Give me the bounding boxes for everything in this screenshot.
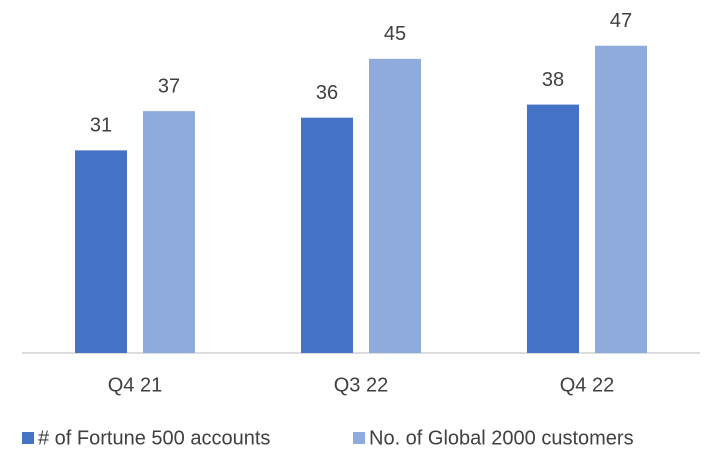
x-tick-label: Q4 21: [108, 374, 162, 396]
bar: [527, 104, 579, 353]
bar: [143, 111, 195, 353]
legend-swatch: [22, 432, 34, 444]
data-label: 36: [316, 82, 338, 104]
data-label: 37: [158, 75, 180, 97]
data-label: 47: [610, 10, 632, 32]
data-label: 45: [384, 23, 406, 45]
bar: [75, 150, 127, 353]
legend-label: No. of Global 2000 customers: [369, 427, 634, 449]
legend-label: # of Fortune 500 accounts: [38, 427, 270, 449]
bar: [595, 45, 647, 354]
x-tick-label: Q4 22: [560, 374, 614, 396]
legend-swatch: [353, 432, 365, 444]
bar: [301, 117, 353, 354]
data-label: 31: [90, 115, 112, 137]
bar: [369, 58, 421, 353]
data-label: 38: [542, 69, 564, 91]
x-tick-label: Q3 22: [334, 374, 388, 396]
